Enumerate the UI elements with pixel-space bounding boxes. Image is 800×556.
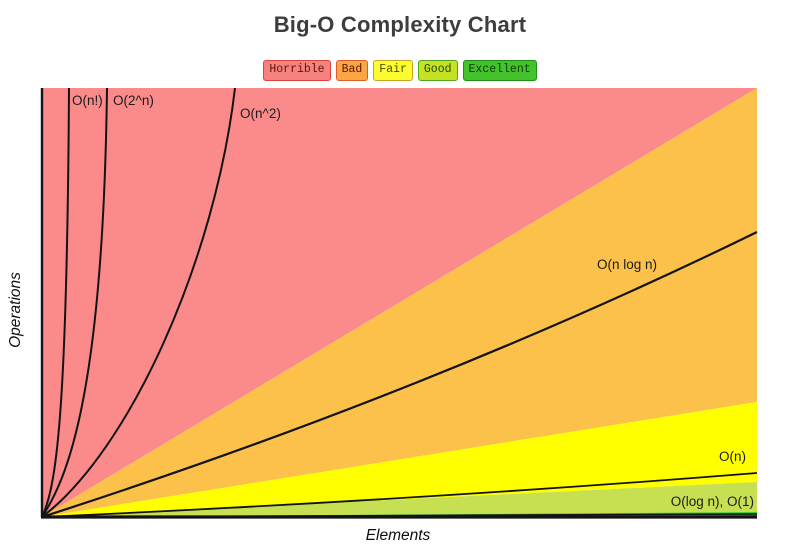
curve-label-log-constant: O(log n), O(1) (671, 494, 754, 509)
x-axis-label: Elements (366, 527, 431, 544)
curve-label-linearithmic: O(n log n) (597, 257, 657, 272)
legend-badge-bad[interactable]: Bad (335, 60, 369, 81)
curve-factorial (41, 87, 70, 518)
curve-label-factorial: O(n!) (72, 93, 103, 108)
y-axis-label: Operations (7, 272, 24, 348)
curve-linearithmic (41, 231, 758, 519)
legend: Horrible Bad Fair Good Excellent (0, 60, 800, 81)
region-fair (42, 402, 757, 517)
curve-quadratic (41, 87, 236, 518)
legend-badge-excellent[interactable]: Excellent (462, 60, 537, 81)
curve-label-linear: O(n) (719, 449, 746, 464)
legend-badge-good[interactable]: Good (417, 60, 458, 81)
legend-badge-horrible[interactable]: Horrible (263, 60, 331, 81)
curve-label-quadratic: O(n^2) (240, 106, 281, 121)
curve-label-exponential: O(2^n) (113, 93, 154, 108)
curve-exponential (41, 87, 108, 518)
region-bad (42, 88, 757, 517)
chart-title: Big-O Complexity Chart (273, 12, 527, 37)
legend-badge-fair[interactable]: Fair (373, 60, 413, 81)
curve-linear (41, 472, 758, 518)
